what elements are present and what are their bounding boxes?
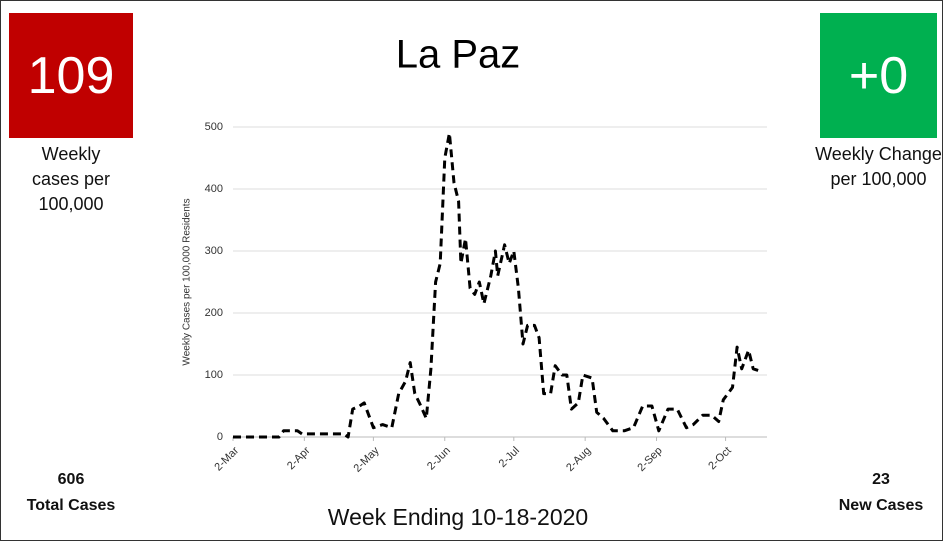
x-tick-label: 2-Jul — [497, 445, 522, 470]
y-tick-label: 500 — [205, 121, 223, 133]
new-cases-label: New Cases — [838, 497, 924, 514]
weekly-cases-label: Weekly cases per 100,000 — [31, 144, 111, 214]
total-cases: 606 Total Cases — [1, 467, 141, 519]
weekly-change-label: Weekly Change per 100,000 — [815, 144, 942, 189]
y-tick-label: 100 — [205, 369, 223, 381]
weekly-cases-box: 109 — [9, 13, 133, 138]
footer: Week Ending 10-18-2020 — [328, 504, 588, 530]
new-cases: 23 New Cases — [811, 467, 942, 519]
x-tick-label: 2-Mar — [212, 444, 241, 473]
total-cases-value: 606 — [57, 471, 85, 488]
chart-title: La Paz — [396, 33, 521, 77]
weekly-change-box: +0 — [820, 13, 937, 138]
new-cases-value: 23 — [872, 471, 890, 488]
x-tick-label: 2-May — [351, 444, 381, 474]
y-axis-label: Weekly Cases per 100,000 Residents — [182, 198, 193, 365]
x-tick-label: 2-Aug — [564, 445, 593, 474]
y-tick-label: 300 — [205, 245, 223, 257]
data-line — [233, 131, 763, 439]
x-tick-label: 2-Oct — [706, 445, 734, 473]
y-tick-label: 400 — [205, 183, 223, 195]
total-cases-label: Total Cases — [26, 497, 116, 514]
x-tick-label: 2-Sep — [635, 445, 664, 474]
weekly-change-value: +0 — [848, 46, 909, 105]
weekly-cases-value: 109 — [27, 46, 115, 105]
y-tick-label: 200 — [205, 307, 223, 319]
x-tick-label: 2-Jun — [425, 445, 453, 473]
y-tick-label: 0 — [217, 431, 223, 443]
x-tick-label: 2-Apr — [285, 444, 313, 472]
